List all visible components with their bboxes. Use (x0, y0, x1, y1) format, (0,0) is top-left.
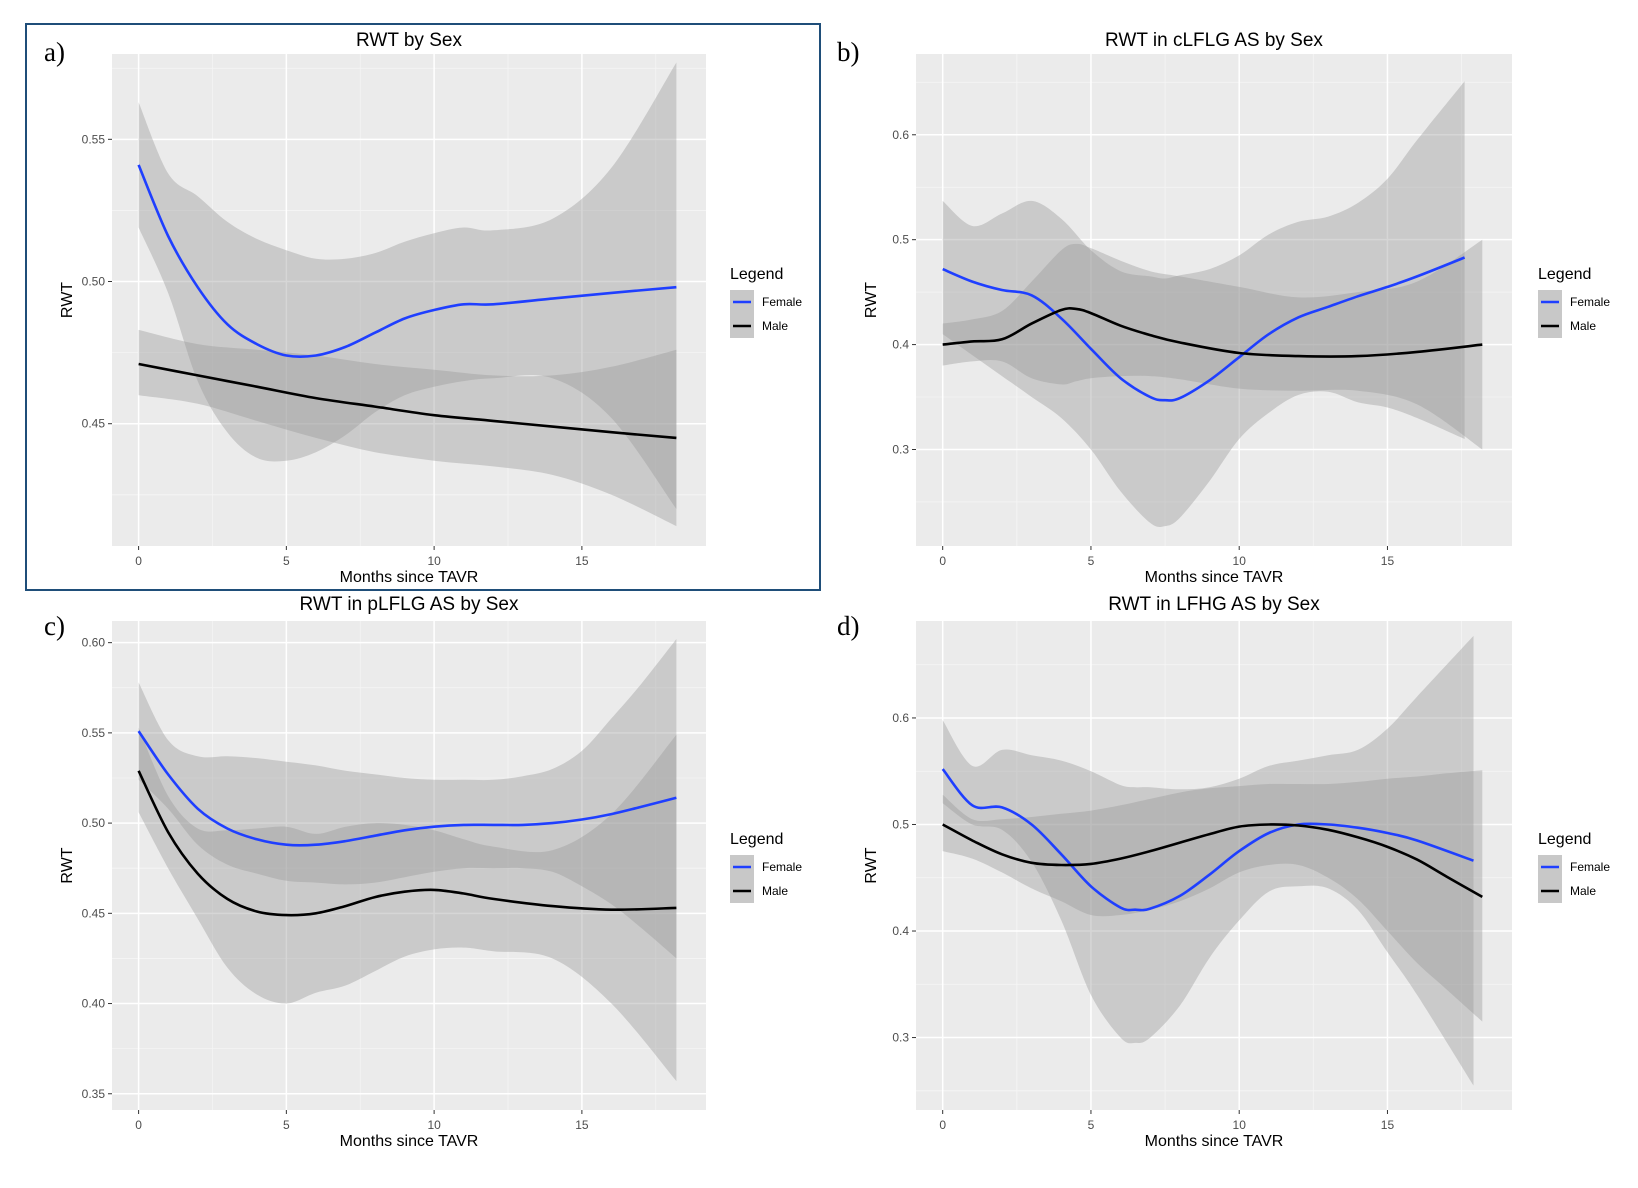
y-tick-label: 0.60 (82, 636, 106, 650)
x-tick-label: 15 (575, 554, 589, 568)
y-tick-label: 0.35 (82, 1087, 106, 1101)
legend-title: Legend (1538, 831, 1591, 848)
legend-entry-male: Male (1570, 319, 1596, 333)
legend-entry-female: Female (762, 295, 802, 309)
x-tick-label: 0 (939, 1118, 946, 1132)
y-axis-label: RWT (59, 847, 76, 883)
legend: Legend Female Male (1538, 831, 1610, 903)
legend-entry-female: Female (762, 860, 802, 874)
chart-title: RWT in cLFLG AS by Sex (1105, 30, 1323, 51)
y-tick-label: 0.50 (82, 816, 106, 830)
x-tick-label: 10 (1233, 1118, 1247, 1132)
y-tick-label: 0.5 (892, 233, 909, 247)
confidence-band-female (138, 62, 677, 509)
y-tick-label: 0.55 (82, 132, 106, 146)
chart-panel: 0 5 10 15 0.45 0.50 0.55 RWT by Sex Months since… (44, 30, 802, 586)
series-line-male (942, 307, 1483, 358)
legend: Legend Female Male (1538, 266, 1610, 338)
legend-title: Legend (730, 266, 783, 283)
x-axis-label: Months since TAVR (1145, 1133, 1284, 1150)
x-axis-label: Months since TAVR (340, 569, 479, 586)
chart-title: RWT by Sex (356, 30, 462, 51)
chart-panel: 0 5 10 15 0.3 0.4 0.5 0.6 RWT in cLFLG AS by Sex… (837, 30, 1610, 586)
legend: Legend Female Male (730, 831, 802, 903)
y-tick-label: 0.50 (82, 275, 106, 289)
x-tick-label: 10 (427, 1118, 441, 1132)
x-tick-label: 0 (135, 1118, 142, 1132)
x-tick-label: 0 (939, 554, 946, 568)
confidence-band-female (942, 81, 1465, 528)
y-tick-label: 0.6 (892, 128, 909, 142)
y-tick-label: 0.3 (892, 442, 909, 456)
y-tick-label: 0.5 (892, 817, 909, 831)
x-tick-label: 5 (1088, 554, 1095, 568)
chart-panel: 0 5 10 15 0.35 0.40 0.45 0.50 0.55 0.60 RWT in pLF… (44, 594, 802, 1150)
x-tick-label: 5 (283, 554, 290, 568)
y-axis-label: RWT (863, 282, 880, 318)
x-tick-label: 5 (1088, 1118, 1095, 1132)
y-tick-label: 0.40 (82, 997, 106, 1011)
series-line-male (137, 770, 677, 917)
y-axis-label: RWT (59, 282, 76, 318)
x-tick-label: 0 (135, 554, 142, 568)
y-tick-label: 0.3 (892, 1031, 909, 1045)
series-line-female (137, 164, 677, 359)
y-tick-label: 0.4 (892, 924, 909, 938)
panel-label: b) (837, 37, 860, 67)
series-line-male (942, 823, 1483, 899)
panel-label: d) (837, 611, 860, 641)
x-tick-label: 15 (575, 1118, 589, 1132)
chart-title: RWT in LFHG AS by Sex (1108, 594, 1320, 615)
legend: Legend Female Male (730, 266, 802, 338)
confidence-band-female (942, 635, 1474, 1086)
legend-entry-female: Female (1570, 860, 1610, 874)
legend-title: Legend (730, 831, 783, 848)
series-line-male (138, 362, 677, 440)
x-axis-label: Months since TAVR (1145, 569, 1284, 586)
confidence-band-male (138, 329, 677, 527)
plot-background (916, 621, 1512, 1110)
legend-title: Legend (1538, 266, 1591, 283)
y-tick-label: 0.6 (892, 711, 909, 725)
series-line-female (941, 768, 1474, 912)
x-tick-label: 10 (427, 554, 441, 568)
legend-entry-male: Male (1570, 884, 1596, 898)
x-tick-label: 15 (1381, 1118, 1395, 1132)
series-line-female (942, 256, 1466, 402)
legend-entry-male: Male (762, 884, 788, 898)
y-tick-label: 0.45 (82, 417, 106, 431)
legend-entry-female: Female (1570, 295, 1610, 309)
y-tick-label: 0.4 (892, 338, 909, 352)
y-axis-label: RWT (863, 847, 880, 883)
chart-panel: 0 5 10 15 0.3 0.4 0.5 0.6 RWT in LFHG AS by Sex M… (837, 594, 1610, 1150)
y-tick-label: 0.45 (82, 906, 106, 920)
x-axis-label: Months since TAVR (340, 1133, 479, 1150)
x-tick-label: 5 (283, 1118, 290, 1132)
plot-background (112, 621, 706, 1110)
y-tick-label: 0.55 (82, 726, 106, 740)
series-line-female (137, 730, 677, 847)
x-tick-label: 15 (1381, 554, 1395, 568)
chart-title: RWT in pLFLG AS by Sex (300, 594, 519, 615)
panel-a-frame (25, 23, 821, 591)
panel-label: c) (44, 611, 65, 641)
plot-background (112, 54, 706, 546)
panel-label: a) (44, 37, 65, 67)
confidence-band-male (942, 239, 1483, 450)
plot-background (916, 54, 1512, 546)
x-tick-label: 10 (1233, 554, 1247, 568)
confidence-band-female (138, 639, 677, 959)
confidence-band-male (138, 727, 677, 1082)
legend-entry-male: Male (762, 319, 788, 333)
